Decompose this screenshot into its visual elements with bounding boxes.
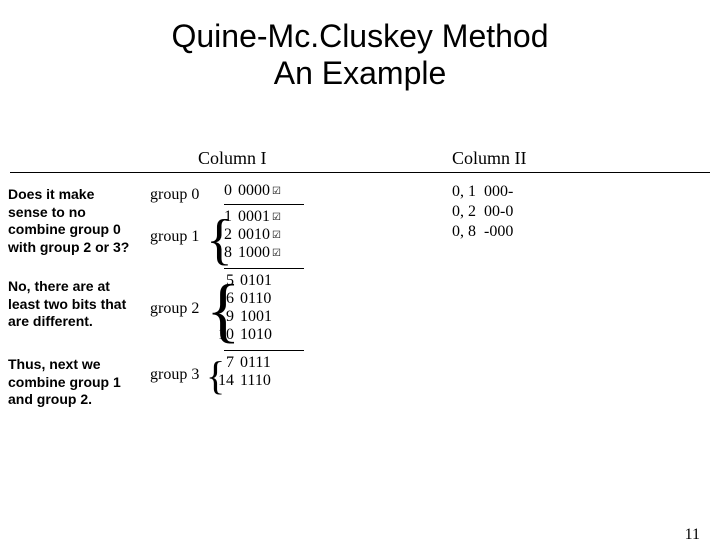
table-row: 20010☑ <box>224 226 287 244</box>
group-3-table: 70111 141110 <box>218 354 273 390</box>
table-row: 141110 <box>218 372 273 390</box>
title-line-2: An Example <box>274 55 447 91</box>
group-3-label: group 3 <box>150 366 199 384</box>
group-0-label: group 0 <box>150 186 199 204</box>
group-2-label: group 2 <box>150 300 199 318</box>
group-0-table: 00000☑ <box>224 182 287 200</box>
page-number: 11 <box>685 526 700 544</box>
group-separator <box>224 268 304 269</box>
group-separator <box>224 350 304 351</box>
table-row: 101010 <box>218 326 274 344</box>
table-row: 91001 <box>218 308 274 326</box>
table-row: 00000☑ <box>224 182 287 200</box>
title-line-1: Quine-Mc.Cluskey Method <box>171 18 548 54</box>
table-row: 10001☑ <box>224 208 287 226</box>
table-row: 60110 <box>218 290 274 308</box>
group-1-table: 10001☑ 20010☑ 81000☑ <box>224 208 287 262</box>
header-rule <box>10 172 710 173</box>
group-2-table: 50101 60110 91001 101010 <box>218 272 274 344</box>
group-separator <box>224 204 304 205</box>
list-item: 0, 1 000- <box>452 182 513 202</box>
question-text: Does it make sense to no combine group 0… <box>8 186 129 256</box>
table-row: 70111 <box>218 354 273 372</box>
column-1-header: Column I <box>198 148 267 169</box>
list-item: 0, 8 -000 <box>452 222 513 242</box>
column-2-header: Column II <box>452 148 527 169</box>
group-1-label: group 1 <box>150 228 199 246</box>
table-row: 50101 <box>218 272 274 290</box>
table-row: 81000☑ <box>224 244 287 262</box>
answer-text-1: No, there are at least two bits that are… <box>8 278 126 331</box>
answer-text-2: Thus, next we combine group 1 and group … <box>8 356 121 409</box>
column-2-list: 0, 1 000- 0, 2 00-0 0, 8 -000 <box>452 182 513 242</box>
list-item: 0, 2 00-0 <box>452 202 513 222</box>
